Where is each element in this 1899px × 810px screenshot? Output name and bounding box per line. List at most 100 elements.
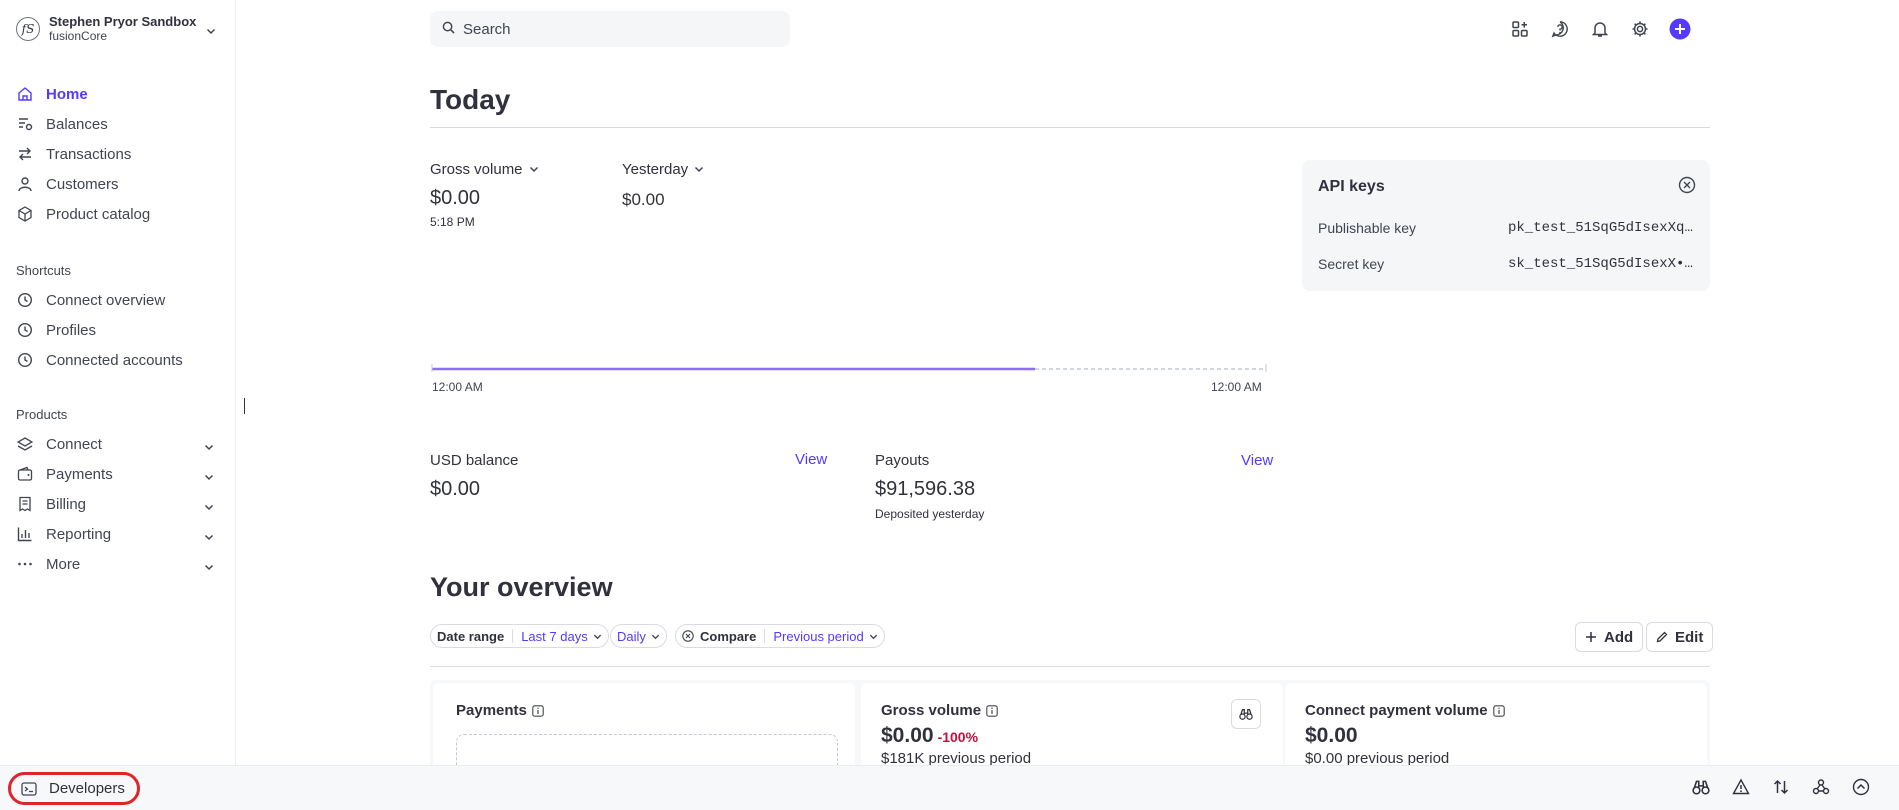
payouts-caption: Deposited yesterday	[875, 507, 985, 521]
terminal-icon	[21, 781, 37, 797]
date-range-key: Date range	[437, 628, 505, 644]
chevron-down-icon	[204, 529, 214, 546]
sidebar-item-label: Transactions	[46, 145, 132, 163]
card-previous-period: $0.00 previous period	[1305, 750, 1450, 767]
receipt-icon	[16, 495, 34, 513]
shortcuts-heading: Shortcuts	[16, 262, 71, 278]
apps-icon[interactable]	[1500, 17, 1540, 41]
sidebar-item-connect[interactable]: Connect	[16, 429, 220, 459]
balances-icon	[16, 115, 34, 133]
usd-balance-view-link[interactable]: View	[795, 451, 828, 468]
sidebar-item-label: Home	[46, 85, 88, 103]
arrows-icon	[16, 145, 34, 163]
connect-payment-volume-card[interactable]: Connect payment volume $0.00 $0.00 previ…	[1285, 683, 1707, 767]
payments-card[interactable]: Payments	[433, 683, 855, 774]
chart-start-label: 12:00 AM	[432, 380, 483, 394]
bell-icon[interactable]	[1580, 17, 1620, 41]
sidebar-item-label: Connect	[46, 435, 102, 453]
search-input[interactable]	[463, 20, 763, 38]
sidebar-item-home[interactable]: Home	[16, 79, 220, 109]
info-icon[interactable]	[532, 704, 544, 717]
sidebar-item-more[interactable]: More	[16, 549, 220, 579]
api-keys-title: API keys	[1318, 178, 1385, 195]
sidebar-item-label: Reporting	[46, 525, 112, 543]
card-title: Payments	[456, 702, 527, 719]
card-value: $0.00	[881, 724, 934, 747]
info-icon[interactable]	[1492, 704, 1505, 717]
interval-value: Daily	[617, 628, 646, 644]
account-name: Stephen Pryor Sandbox	[49, 14, 197, 29]
sidebar-item-connected-accounts[interactable]: Connected accounts	[16, 345, 220, 375]
pencil-icon	[1656, 631, 1668, 643]
gross-volume-selector[interactable]: Gross volume	[430, 161, 539, 178]
sidebar-item-label: Profiles	[46, 321, 97, 339]
account-switcher[interactable]: fS Stephen Pryor Sandbox fusionCore	[16, 12, 220, 46]
help-icon[interactable]	[1540, 17, 1580, 41]
wallet-icon	[16, 465, 34, 483]
sidebar-item-connect-overview[interactable]: Connect overview	[16, 285, 220, 315]
date-range-value: Last 7 days	[521, 628, 588, 644]
sidebar-item-profiles[interactable]: Profiles	[16, 315, 220, 345]
chevron-down-icon	[694, 161, 704, 178]
sidebar-item-label: Connect overview	[46, 291, 166, 309]
webhooks-icon[interactable]	[1801, 778, 1841, 796]
chevron-up-circle-icon[interactable]	[1841, 778, 1881, 796]
today-chart	[431, 364, 1267, 372]
compare-filter[interactable]: Compare Previous period	[675, 624, 885, 648]
developers-button[interactable]: Developers	[8, 772, 140, 805]
chart-placeholder	[456, 734, 838, 774]
explore-button[interactable]	[1231, 699, 1261, 729]
divider	[430, 127, 1710, 128]
sidebar-item-label: Billing	[46, 495, 87, 513]
bottom-bar: Developers	[0, 765, 1899, 810]
chevron-down-icon	[204, 439, 214, 456]
add-button-label: Add	[1604, 628, 1634, 646]
sidebar-item-label: Balances	[46, 115, 108, 133]
add-button[interactable]: Add	[1575, 622, 1644, 652]
usd-balance-value: $0.00	[430, 478, 481, 500]
sidebar-item-reporting[interactable]: Reporting	[16, 519, 220, 549]
card-previous-period: $181K previous period	[881, 750, 1032, 767]
close-icon[interactable]	[1678, 176, 1696, 197]
create-plus-icon[interactable]	[1660, 17, 1700, 41]
overview-title: Your overview	[430, 572, 613, 602]
publishable-key-value[interactable]: pk_test_51SqG5dIsexXqKmRt9	[1508, 220, 1693, 236]
date-range-filter[interactable]: Date range Last 7 days	[430, 624, 609, 648]
sidebar-item-label: Customers	[46, 175, 119, 193]
edit-button-label: Edit	[1675, 628, 1704, 646]
binoculars-icon[interactable]	[1681, 778, 1721, 796]
home-icon	[16, 85, 34, 103]
binoculars-icon	[1239, 707, 1253, 721]
sidebar-item-billing[interactable]: Billing	[16, 489, 220, 519]
developers-label: Developers	[49, 780, 125, 797]
gear-icon[interactable]	[1620, 17, 1660, 41]
sidebar-item-transactions[interactable]: Transactions	[16, 139, 220, 169]
yesterday-value: $0.00	[622, 190, 665, 209]
account-subname: fusionCore	[49, 29, 108, 43]
payouts-view-link[interactable]: View	[1241, 452, 1274, 469]
top-toolbar	[1500, 17, 1700, 41]
search-bar[interactable]	[430, 11, 790, 47]
sidebar: fS Stephen Pryor Sandbox fusionCore Home…	[0, 0, 236, 765]
sidebar-item-balances[interactable]: Balances	[16, 109, 220, 139]
page-title: Today	[430, 84, 511, 115]
shortcuts-nav: Shortcuts Connect overview Profiles Conn…	[16, 259, 220, 375]
clear-x-icon[interactable]	[682, 630, 694, 642]
gross-volume-card[interactable]: Gross volume $0.00 -100% $181K previous p…	[861, 683, 1283, 767]
info-icon[interactable]	[986, 704, 998, 717]
yesterday-selector[interactable]: Yesterday	[622, 161, 704, 178]
clock-icon	[16, 291, 34, 309]
box-icon	[16, 205, 34, 223]
sidebar-item-product-catalog[interactable]: Product catalog	[16, 199, 220, 229]
sort-arrows-icon[interactable]	[1761, 778, 1801, 796]
warning-icon[interactable]	[1721, 778, 1761, 796]
card-title: Connect payment volume	[1305, 702, 1488, 719]
account-logo: fS	[16, 17, 40, 41]
chevron-down-icon	[529, 161, 539, 178]
secret-key-value[interactable]: sk_test_51SqG5dIsexX••••••	[1508, 256, 1693, 272]
edit-button[interactable]: Edit	[1646, 622, 1714, 652]
sidebar-item-customers[interactable]: Customers	[16, 169, 220, 199]
chevron-down-icon	[593, 629, 602, 644]
sidebar-item-payments[interactable]: Payments	[16, 459, 220, 489]
interval-filter[interactable]: Daily	[610, 624, 667, 648]
